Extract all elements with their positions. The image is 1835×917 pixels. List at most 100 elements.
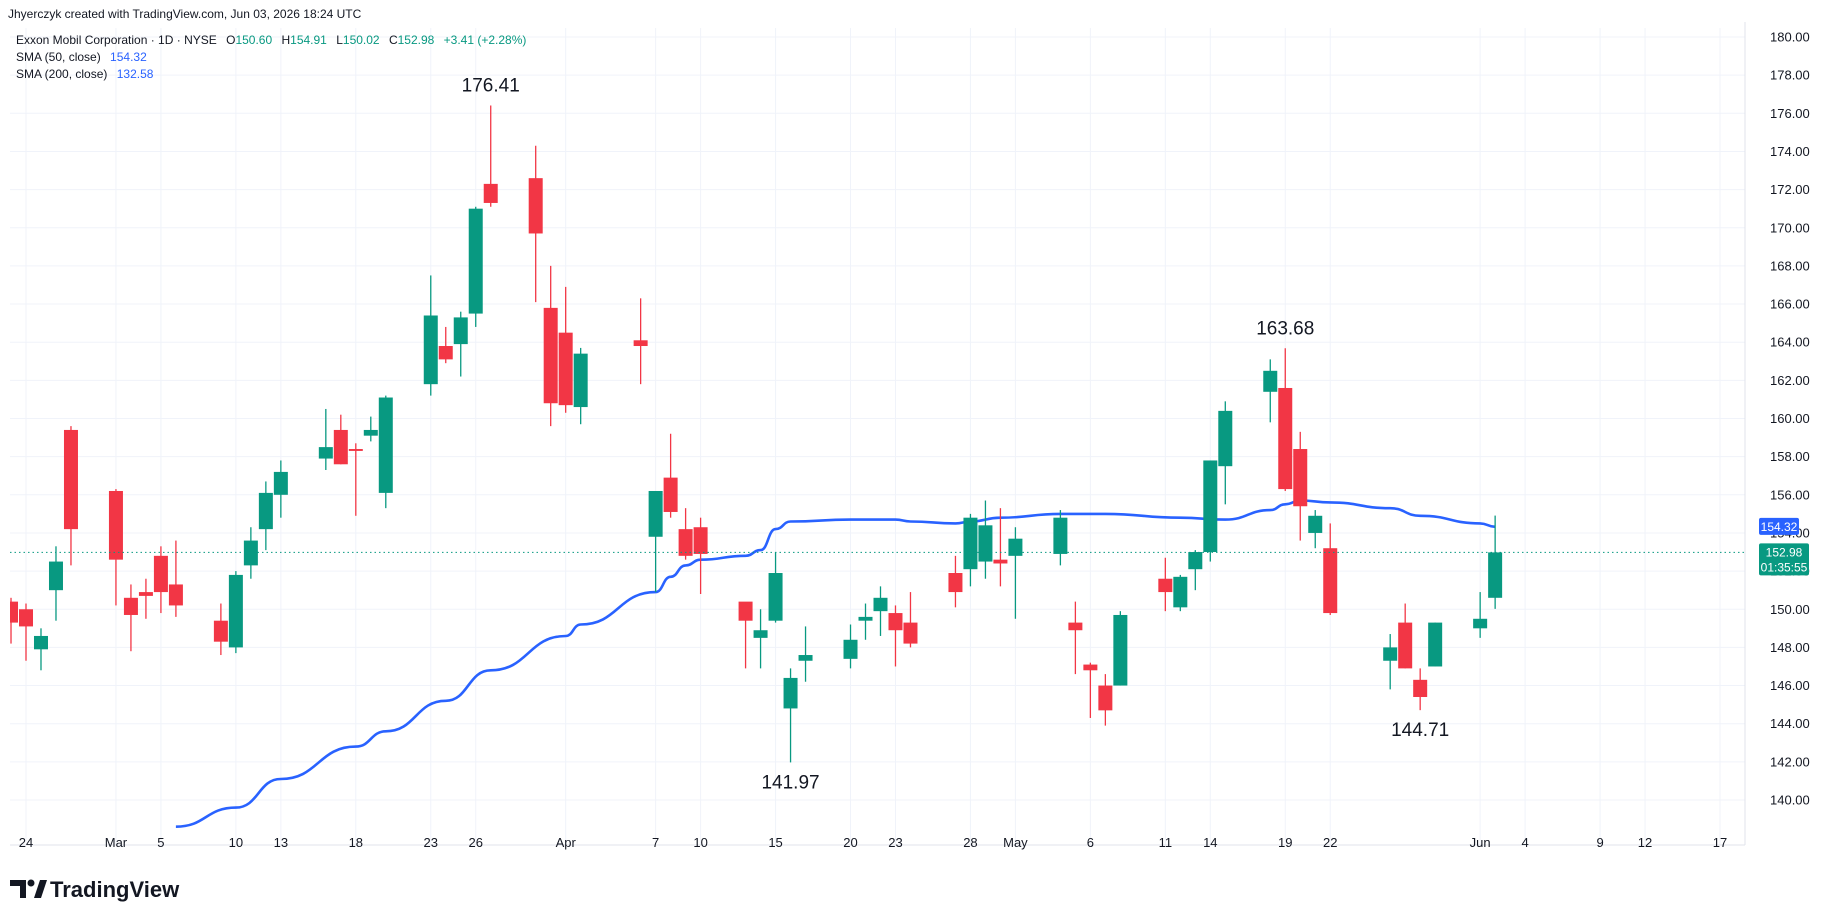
candle[interactable] (1308, 510, 1323, 549)
candle-body (1083, 664, 1098, 671)
candle[interactable] (903, 592, 918, 648)
candle[interactable] (273, 460, 288, 518)
candle[interactable] (1473, 592, 1488, 638)
candle[interactable] (783, 668, 798, 763)
candle[interactable] (213, 603, 228, 656)
candle-body (438, 346, 453, 360)
candle[interactable] (423, 275, 438, 396)
candle[interactable] (1173, 574, 1188, 612)
candle[interactable] (318, 408, 333, 471)
candle[interactable] (243, 527, 258, 579)
candle[interactable] (528, 145, 543, 303)
y-tick-label: 140.00 (1770, 793, 1810, 808)
candle[interactable] (378, 395, 393, 509)
candle[interactable] (978, 500, 993, 579)
candle[interactable] (4, 597, 19, 644)
candle[interactable] (888, 605, 903, 667)
candle[interactable] (333, 414, 348, 465)
candle-body (1293, 449, 1308, 507)
candle[interactable] (48, 546, 63, 621)
candle[interactable] (1188, 550, 1203, 591)
candle[interactable] (468, 206, 483, 327)
candle[interactable] (19, 603, 33, 661)
brand-logo[interactable]: TradingView (10, 877, 180, 902)
candle[interactable] (873, 586, 888, 636)
candles-layer[interactable] (0, 105, 1503, 763)
candle[interactable] (1158, 557, 1173, 612)
candle[interactable] (1203, 460, 1218, 562)
swing-low-label: 144.71 (1391, 720, 1449, 741)
candle[interactable] (858, 603, 873, 640)
candle[interactable] (663, 433, 678, 518)
legend-sma200-value: 132.58 (117, 67, 154, 81)
legend-open-key: O (226, 33, 235, 47)
candle[interactable] (1008, 527, 1023, 619)
candle[interactable] (63, 426, 78, 566)
legend-symbol-line[interactable]: Exxon Mobil Corporation · 1D · NYSE O150… (16, 33, 526, 47)
candle-body (1398, 622, 1413, 669)
candle[interactable] (483, 105, 498, 207)
candle[interactable] (108, 489, 123, 606)
candle[interactable] (993, 508, 1008, 587)
candle[interactable] (753, 609, 768, 669)
candle[interactable] (228, 571, 243, 654)
candle-body (1428, 622, 1443, 667)
candle[interactable] (1278, 348, 1293, 491)
legend-sma200-line[interactable]: SMA (200, close) 132.58 (16, 67, 154, 81)
candle[interactable] (1488, 515, 1503, 609)
candle[interactable] (768, 552, 783, 623)
candle[interactable] (453, 311, 468, 377)
y-tick-label: 168.00 (1770, 258, 1810, 273)
candle[interactable] (1383, 634, 1398, 690)
candle-body (19, 609, 33, 627)
x-tick-label: 22 (1323, 835, 1337, 850)
candle[interactable] (1413, 668, 1428, 711)
candle[interactable] (33, 628, 48, 671)
candle[interactable] (1263, 359, 1278, 423)
candle[interactable] (363, 416, 378, 442)
y-tick-label: 166.00 (1770, 297, 1810, 312)
candle[interactable] (1098, 674, 1113, 726)
candle[interactable] (348, 443, 363, 516)
x-tick-label: 23 (424, 835, 438, 850)
candle[interactable] (693, 517, 708, 594)
y-tick-label: 148.00 (1770, 640, 1810, 655)
candle[interactable] (648, 490, 663, 593)
candle[interactable] (678, 508, 693, 560)
candle[interactable] (1293, 431, 1308, 541)
candle[interactable] (138, 578, 153, 619)
candle[interactable] (438, 326, 453, 364)
legend-sma200-label: SMA (200, close) (16, 67, 107, 81)
candle[interactable] (1428, 622, 1443, 667)
candle[interactable] (1398, 603, 1413, 669)
candle[interactable] (258, 481, 273, 551)
candle[interactable] (948, 555, 963, 608)
candle[interactable] (558, 286, 573, 413)
candle[interactable] (1083, 662, 1098, 718)
candle-body (573, 353, 588, 408)
candle[interactable] (1218, 401, 1233, 505)
candle[interactable] (573, 347, 588, 425)
candle-body (1323, 548, 1338, 614)
candle[interactable] (543, 265, 558, 427)
candle[interactable] (633, 298, 648, 385)
candle[interactable] (1113, 611, 1128, 686)
legend-sma50-line[interactable]: SMA (50, close) 154.32 (16, 50, 147, 64)
candle[interactable] (1068, 601, 1083, 675)
candle[interactable] (798, 626, 813, 682)
candle[interactable] (1323, 523, 1338, 615)
candle[interactable] (168, 540, 183, 617)
y-tick-label: 146.00 (1770, 678, 1810, 693)
legend[interactable]: Exxon Mobil Corporation · 1D · NYSE O150… (16, 33, 526, 81)
candle[interactable] (963, 513, 978, 587)
candle[interactable] (123, 584, 138, 652)
candle[interactable] (1053, 510, 1068, 566)
candle[interactable] (843, 624, 858, 669)
candle[interactable] (738, 601, 753, 669)
swing-low-label: 141.97 (761, 772, 819, 793)
candle-body (798, 655, 813, 661)
candle[interactable] (153, 546, 168, 614)
candle-body (363, 429, 378, 436)
legend-change: +3.41 (+2.28%) (444, 33, 527, 47)
